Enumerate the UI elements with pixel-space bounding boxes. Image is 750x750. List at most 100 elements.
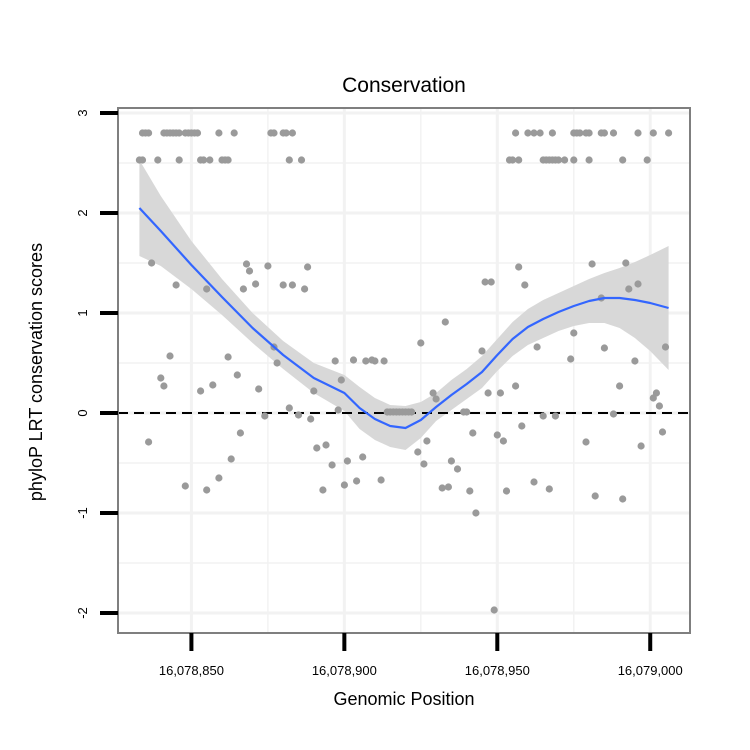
data-point-132 [478,347,486,355]
data-point-116 [414,448,422,456]
data-point-158 [616,382,624,390]
data-point-64 [172,281,180,289]
data-point-102 [362,357,370,365]
data-point-76 [239,285,247,293]
tick-labels-layer: 16,078,850 16,078,900 16,078,950 16,079,000… [75,109,683,678]
data-point-68 [215,474,223,482]
data-point-149 [551,412,560,420]
data-point-126 [453,465,462,473]
data-point-48 [297,156,306,164]
data-point-85 [294,411,303,419]
data-point-23 [530,129,538,137]
data-point-145 [530,478,538,486]
data-point-136 [490,606,498,614]
data-point-70 [227,455,235,463]
data-point-99 [349,356,358,364]
data-point-51 [515,156,523,164]
x-axis-label: Genomic Position [333,689,474,709]
data-point-148 [545,485,553,493]
data-point-162 [631,357,639,365]
data-point-125 [447,457,455,465]
x-tick-label-3: 16,079,000 [618,663,683,678]
data-point-160 [622,259,630,267]
confidence-band-layer [139,160,669,450]
data-point-161 [625,285,633,293]
data-point-97 [340,481,348,489]
data-point-14 [215,129,223,137]
data-point-21 [511,129,520,137]
plot-frame [117,107,691,634]
data-point-17 [270,129,278,137]
data-point-141 [511,382,520,390]
data-point-104 [371,357,379,365]
data-point-175 [203,486,211,494]
x-tick-label-1: 16,078,900 [312,663,377,678]
data-point-115 [408,408,416,416]
data-point-73 [242,260,251,268]
data-point-134 [487,278,495,286]
data-point-60 [585,156,593,164]
data-point-130 [469,429,477,437]
data-point-124 [444,483,452,491]
data-point-135 [484,389,492,397]
data-point-157 [609,410,618,418]
data-point-117 [417,339,425,347]
data-point-146 [533,343,541,351]
data-point-22 [524,129,532,137]
data-point-174 [181,482,189,490]
data-point-42 [200,156,208,164]
data-point-164 [637,442,645,450]
data-point-69 [224,353,232,361]
data-point-66 [203,285,211,293]
data-point-172 [160,382,168,390]
data-point-140 [502,487,511,495]
chart-title: Conservation [342,74,466,97]
smooth-line-layer [138,207,669,430]
data-point-33 [609,129,618,137]
y-tick-label-3: 1 [75,309,90,316]
data-point-94 [331,357,339,365]
data-point-63 [148,259,156,267]
data-point-83 [285,404,293,412]
data-point-57 [554,156,563,164]
data-point-8 [175,129,183,137]
data-point-78 [261,412,269,420]
data-point-40 [175,156,183,164]
data-point-32 [600,129,609,137]
data-point-91 [319,486,327,494]
data-point-144 [521,281,529,289]
data-point-74 [245,267,254,275]
data-point-170 [145,438,153,446]
y-tick-label-5: 3 [75,109,90,116]
y-axis-label: phyloP LRT conservation scores [26,243,46,501]
y-tick-label-2: 0 [75,409,90,416]
data-point-84 [288,281,296,289]
data-point-142 [515,263,523,271]
data-point-98 [343,457,351,465]
loess-fit-line [138,207,669,430]
data-point-123 [441,318,449,326]
data-point-58 [561,156,569,164]
x-tick-label-0: 16,078,850 [159,663,224,678]
data-point-151 [570,329,578,337]
data-point-168 [658,428,667,436]
data-point-156 [600,344,609,352]
data-point-101 [359,453,367,461]
data-point-35 [649,129,657,137]
data-point-34 [634,129,642,137]
data-point-24 [536,129,544,137]
data-point-15 [230,129,238,137]
data-point-128 [463,408,471,416]
data-point-154 [591,492,599,500]
data-point-171 [157,374,165,382]
data-point-152 [582,438,590,446]
data-point-62 [643,156,651,164]
data-point-88 [307,415,315,423]
grid-layer [118,108,690,633]
data-point-166 [652,389,661,397]
data-point-159 [619,495,627,503]
data-point-143 [518,422,526,430]
data-point-90 [313,444,321,452]
data-point-30 [585,129,593,137]
